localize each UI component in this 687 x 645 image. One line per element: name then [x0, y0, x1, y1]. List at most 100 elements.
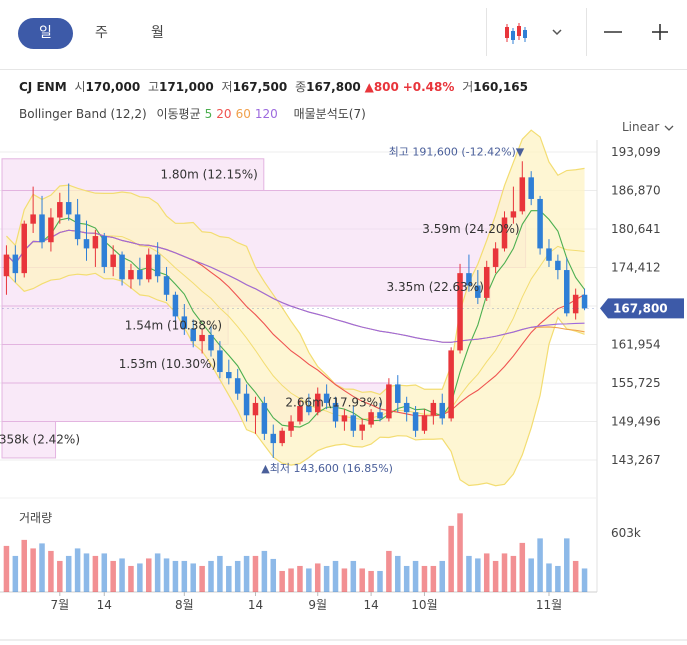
volume-bar: [21, 539, 27, 592]
volume-bar: [74, 548, 81, 592]
candle-body: [145, 254, 152, 280]
volume-bar: [279, 570, 285, 592]
volume-bar: [386, 550, 392, 592]
candle-body: [332, 402, 339, 422]
change-value: ▲800: [364, 80, 399, 94]
volume-label: 거: [462, 80, 474, 94]
candle-body: [466, 273, 472, 286]
candle: [217, 341, 223, 379]
candle-body: [359, 424, 365, 431]
volume-bar: [145, 558, 152, 592]
candle: [314, 387, 321, 416]
candle: [270, 424, 277, 458]
volume-bar: [252, 555, 259, 592]
candle-body: [519, 177, 526, 212]
volume-bar: [181, 560, 188, 592]
zoom-out-button[interactable]: [598, 18, 628, 48]
volume-profile-label: 3.59m (24.20%): [422, 222, 519, 236]
close-label: 종: [295, 80, 307, 94]
indicator-legend: Bollinger Band (12,2) 이동평균 5 20 60 120 매물분석도…: [19, 105, 372, 122]
volume-bar: [110, 560, 116, 592]
candle: [39, 195, 45, 249]
volume-bar: [581, 568, 588, 592]
chart-type-dropdown[interactable]: [544, 18, 574, 48]
volume-bar: [234, 560, 241, 592]
candle: [101, 232, 108, 274]
volume-profile-label: 358k (2.42%): [0, 433, 80, 447]
open-label: 시: [74, 80, 86, 94]
y-tick-label: 174,412: [611, 261, 661, 275]
volume-bar: [430, 565, 437, 592]
scale-dropdown[interactable]: Linear: [622, 120, 675, 134]
volume-bar: [350, 560, 357, 592]
close-value: 167,800: [306, 80, 361, 94]
volume-bar: [492, 560, 499, 592]
chevron-down-icon: [664, 125, 674, 131]
candle-body: [83, 239, 90, 249]
candle: [199, 328, 205, 354]
volume-bar: [297, 565, 303, 592]
candle-body: [181, 316, 188, 329]
candle-body: [475, 285, 481, 298]
candle-body: [439, 402, 446, 419]
candle: [564, 257, 570, 317]
volume-bar: [172, 560, 179, 592]
candle: [341, 409, 348, 431]
candle-body: [510, 211, 517, 218]
candle: [172, 291, 179, 323]
candle-body: [306, 406, 312, 413]
candle: [332, 396, 339, 428]
candle-body: [377, 412, 383, 419]
candle: [110, 245, 116, 277]
bollinger-legend[interactable]: Bollinger Band (12,2): [19, 107, 147, 121]
volume-bar: [226, 565, 232, 592]
volume-bar: [65, 555, 72, 592]
volume-bar: [128, 565, 134, 592]
candlestick-icon: [505, 23, 527, 44]
volume-value: 160,165: [473, 80, 528, 94]
candle: [457, 263, 463, 354]
candle-body: [208, 334, 214, 351]
ma-legend[interactable]: 이동평균 5 20 60 120: [156, 107, 287, 121]
candle-body: [261, 402, 268, 434]
tab-weekly[interactable]: 주: [95, 25, 108, 41]
candle: [190, 319, 196, 348]
x-tick-label: 14: [97, 598, 112, 612]
zoom-in-button[interactable]: [645, 18, 675, 48]
x-tick-label: 7월: [50, 598, 69, 612]
tab-daily[interactable]: 일: [18, 18, 73, 49]
candle-body: [395, 384, 401, 403]
tab-monthly[interactable]: 월: [151, 25, 164, 41]
toolbar-divider: [486, 8, 487, 56]
volume-bar: [163, 558, 170, 592]
volume-bar: [368, 570, 374, 592]
candle: [65, 183, 72, 221]
toolbar-divider: [586, 8, 587, 56]
volume-bar: [466, 555, 472, 592]
x-tick-label: 11월: [536, 598, 562, 612]
candle: [128, 263, 134, 289]
volume-profile-legend[interactable]: 매물분석도(7): [293, 107, 366, 121]
volume-bar: [555, 565, 561, 592]
candle-body: [492, 248, 499, 267]
candle-body: [172, 294, 179, 317]
ma-20-label: 20: [216, 107, 232, 121]
volume-bar: [323, 565, 330, 592]
high-annotation: 최고 191,600 (-12.42%)▼: [389, 145, 525, 158]
volume-bar: [190, 563, 196, 592]
candle-body: [314, 393, 321, 413]
candle-body: [163, 276, 170, 295]
y-tick-label: 161,954: [611, 338, 661, 352]
period-tabs: 일 주 월: [18, 18, 186, 49]
candle-body: [279, 430, 285, 444]
volume-bar: [101, 553, 108, 592]
volume-bar: [475, 558, 481, 592]
candle: [350, 406, 357, 437]
chart-type-button[interactable]: [500, 18, 530, 48]
candle-body: [546, 248, 552, 261]
candle: [483, 260, 490, 301]
candle: [137, 257, 143, 286]
volume-bar: [341, 568, 348, 592]
candle: [492, 242, 499, 274]
